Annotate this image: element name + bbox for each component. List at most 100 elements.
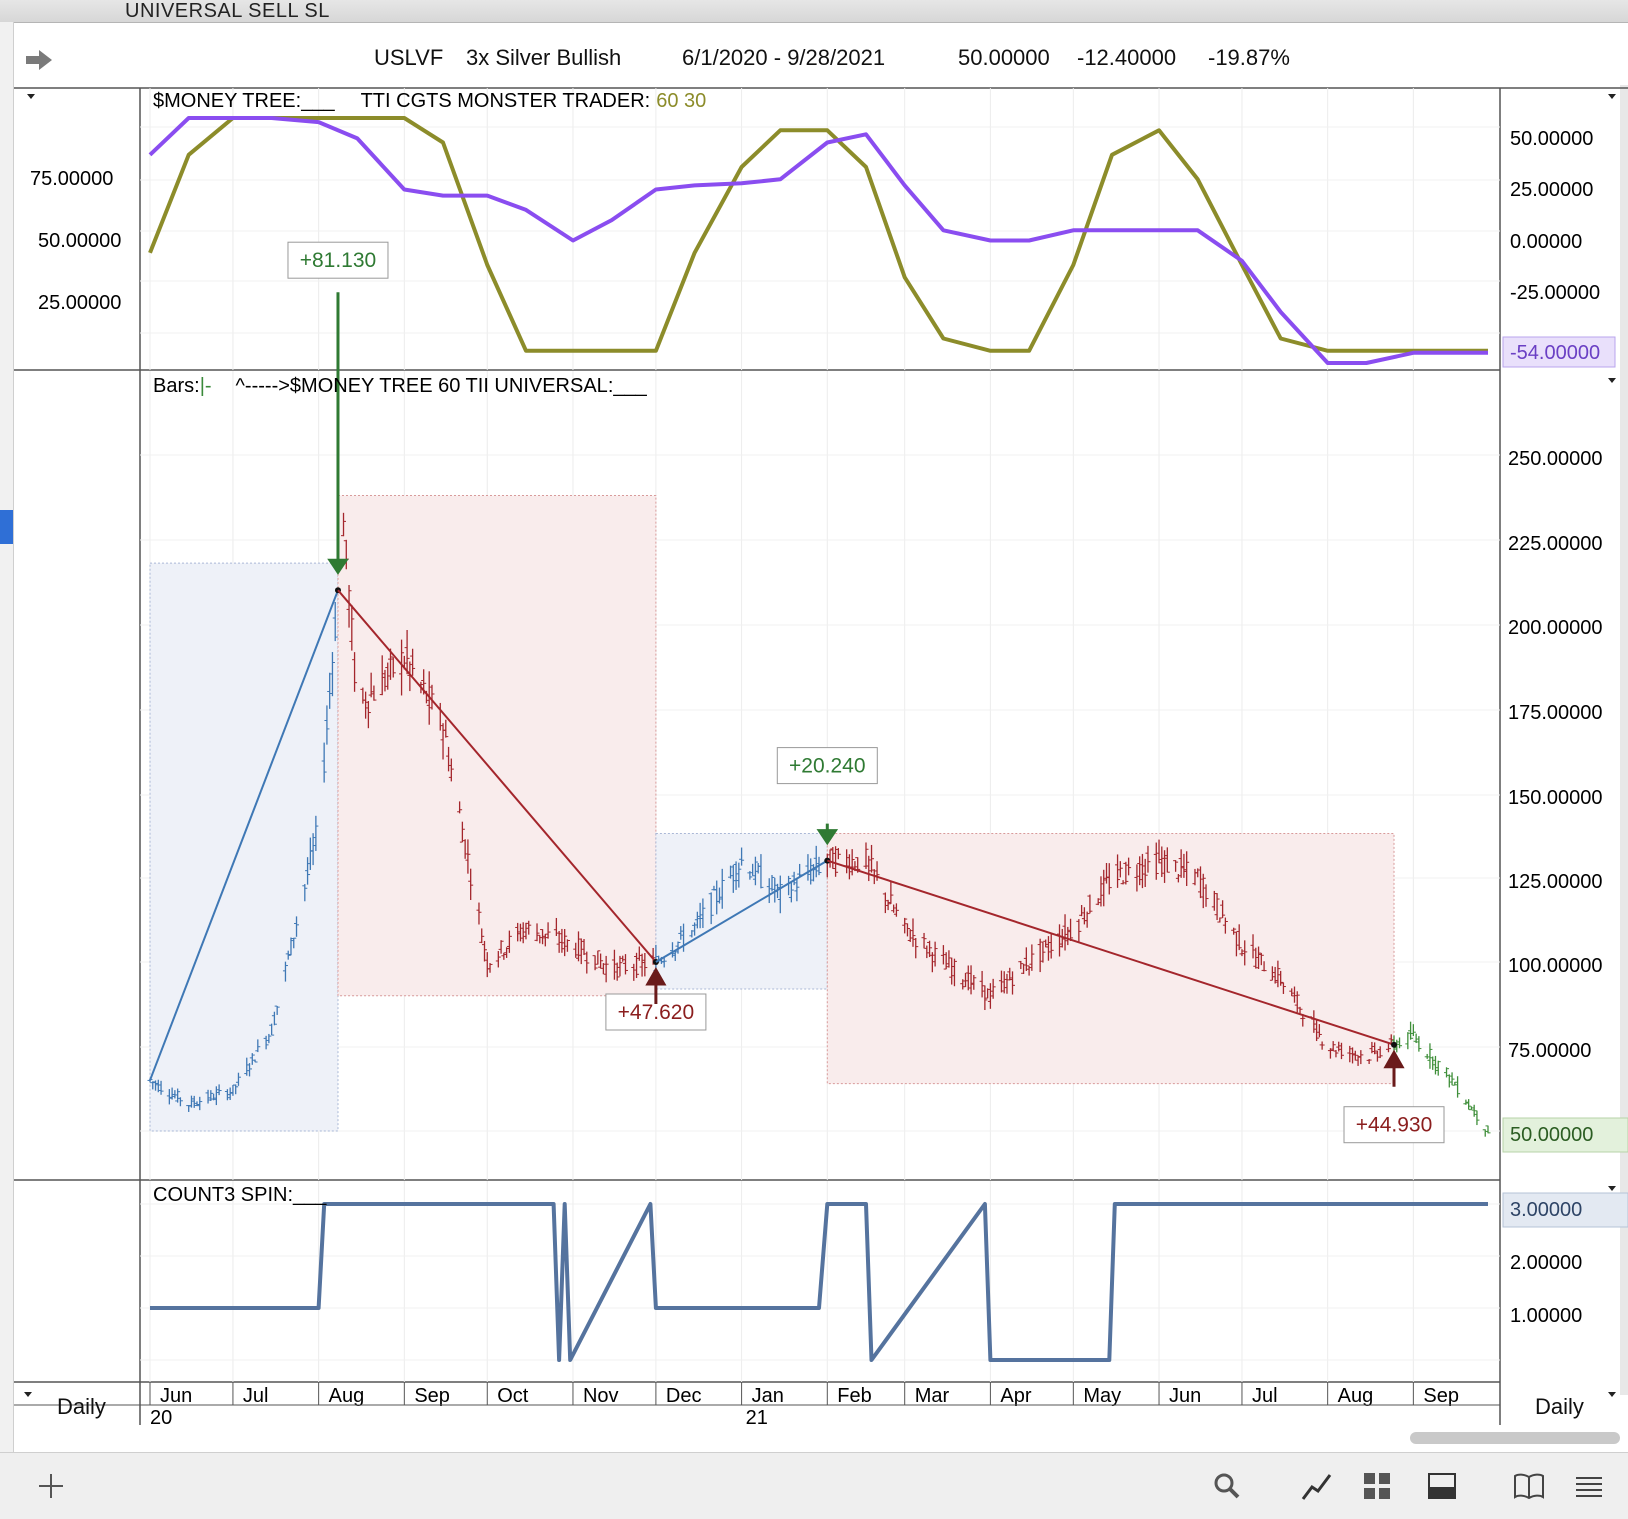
indicator-lines xyxy=(148,116,1488,365)
sell-arrow-icon xyxy=(327,292,349,575)
month-label: Apr xyxy=(1000,1385,1031,1407)
ind-left-tick-25: 25.00000 xyxy=(38,292,121,314)
spin-line-path xyxy=(150,1202,1488,1362)
money-tree-label: $MONEY TREE xyxy=(153,90,296,112)
ind-badge: -54.00000 xyxy=(1510,342,1600,364)
period-menu-icon[interactable] xyxy=(24,1392,32,1397)
month-label: Aug xyxy=(329,1385,365,1407)
price-tick-175: 175.00000 xyxy=(1508,702,1603,724)
monster-trader-colon: : xyxy=(645,90,651,112)
selected-indicator xyxy=(0,510,13,544)
price-badge: 50.00000 xyxy=(1510,1124,1593,1146)
ind-right-tick-m25: -25.00000 xyxy=(1510,282,1600,304)
month-label: Jul xyxy=(1252,1385,1278,1407)
trade-markers: +81.130 +47.620 +20.240 +44.930 xyxy=(287,241,1445,1144)
month-label: Jun xyxy=(1169,1385,1201,1407)
ind-left-tick-75: 75.00000 xyxy=(30,168,113,190)
trade-label: +47.620 xyxy=(618,1001,695,1024)
period-selector-right[interactable]: Daily xyxy=(1535,1394,1584,1419)
universal-suffix: :___ xyxy=(608,375,648,397)
svg-text:$MONEY TREE:___TTI CGTS MONSTE: $MONEY TREE:___ TTI CGTS MONSTER TRADER: 6… xyxy=(153,90,706,112)
price-tick-200: 200.00000 xyxy=(1508,617,1603,639)
line-chart-icon[interactable] xyxy=(1300,1469,1334,1503)
search-icon[interactable] xyxy=(1210,1469,1244,1503)
trade-label: +20.240 xyxy=(789,755,866,778)
horizontal-scrollbar[interactable] xyxy=(1410,1432,1620,1444)
buy-arrow-icon xyxy=(645,966,667,1004)
long-trade-line xyxy=(655,859,828,963)
monster-trader-params: 60 30 xyxy=(656,90,706,112)
short-trade-box xyxy=(826,833,1395,1085)
percent-change: -19.87% xyxy=(1208,45,1290,70)
ind-right-tick-50: 50.00000 xyxy=(1510,128,1593,150)
trade-lines xyxy=(149,587,1398,1081)
price-bars xyxy=(147,512,1491,1137)
window-titlebar: UNIVERSAL SELL SL xyxy=(0,0,1628,23)
svg-text:Bars:|-^----->$MONEY TREE 60 T: Bars:|- ^----->$MONEY TREE 60 TII UNIVERS… xyxy=(153,375,648,397)
trade-label-box xyxy=(287,241,389,279)
month-label: Jan xyxy=(752,1385,784,1407)
x-axis: Jun Jul Aug Sep Oct Nov Dec Jan Feb Mar Apr May Jun J… xyxy=(14,1382,1500,1429)
left-sidebar-strip xyxy=(0,22,14,1452)
panel-menu-icon[interactable] xyxy=(27,94,35,99)
right-scroll-strip[interactable] xyxy=(1620,85,1628,1395)
panel-layout-icon[interactable] xyxy=(1425,1469,1459,1503)
year-label: 20 xyxy=(150,1407,172,1429)
sell-arrow-icon xyxy=(816,823,839,846)
money-tree-line xyxy=(148,116,1488,365)
arrow-right-icon[interactable] xyxy=(24,47,54,73)
short-trade-line xyxy=(826,859,1395,1046)
panel-frames xyxy=(14,87,1628,1425)
month-label: Mar xyxy=(915,1385,950,1407)
spin-suffix: :___ xyxy=(287,1184,327,1206)
year-label: 21 xyxy=(746,1407,768,1429)
symbol: USLVF xyxy=(374,45,444,70)
price-tick-250: 250.00000 xyxy=(1508,448,1603,470)
price-tick-75: 75.00000 xyxy=(1508,1040,1591,1062)
month-label: Feb xyxy=(837,1385,871,1407)
chart-canvas[interactable]: +81.130 +47.620 +20.240 +44.930 $MONEY TREE… xyxy=(0,0,1628,1452)
period-selector-left[interactable]: Daily xyxy=(57,1394,106,1419)
month-label: Sep xyxy=(414,1385,450,1407)
panel-menu-icon-right[interactable] xyxy=(1608,94,1616,99)
price-panel-menu-icon[interactable] xyxy=(1608,378,1616,383)
symbol-name: 3x Silver Bullish xyxy=(466,45,622,70)
last-price: 50.00000 xyxy=(958,45,1050,70)
spin-tick-1: 1.00000 xyxy=(1510,1305,1582,1327)
price-tick-150: 150.00000 xyxy=(1508,787,1603,809)
spin-tick-2: 2.00000 xyxy=(1510,1252,1582,1274)
trade-label: +81.130 xyxy=(300,249,377,272)
month-label: Sep xyxy=(1423,1385,1459,1407)
long-trade-box xyxy=(149,562,339,1132)
month-label: Dec xyxy=(666,1385,702,1407)
ind-right-tick-0: 0.00000 xyxy=(1510,231,1582,253)
bottom-toolbar xyxy=(0,1452,1628,1519)
trade-label: +44.930 xyxy=(1356,1114,1433,1137)
price-change: -12.40000 xyxy=(1077,45,1177,70)
window-title: UNIVERSAL SELL SL xyxy=(125,0,330,22)
price-badge-bg xyxy=(1502,1117,1628,1153)
spin-badge-bg xyxy=(1502,1192,1628,1228)
month-label: Nov xyxy=(583,1385,619,1407)
spin-panel-menu-icon[interactable] xyxy=(1608,1186,1616,1191)
spin-line xyxy=(150,1202,1488,1362)
date-range: 6/1/2020 - 9/28/2021 xyxy=(682,45,886,70)
price-tick-100: 100.00000 xyxy=(1508,955,1603,977)
price-tick-125: 125.00000 xyxy=(1508,871,1603,893)
bars-label: Bars: xyxy=(153,375,200,397)
plus-icon[interactable] xyxy=(34,1469,68,1503)
bars-suffix: |- xyxy=(200,375,212,397)
menu-icon[interactable] xyxy=(1572,1469,1606,1503)
ind-left-tick-50: 50.00000 xyxy=(38,230,121,252)
short-trade-line xyxy=(337,589,657,963)
book-icon[interactable] xyxy=(1512,1469,1546,1503)
period-menu-icon-right[interactable] xyxy=(1608,1392,1616,1397)
month-label: Aug xyxy=(1338,1385,1374,1407)
quote-header: USLVF 3x Silver Bullish 6/1/2020 - 9/28/… xyxy=(14,35,1628,85)
money-tree-suffix: :___ xyxy=(296,90,336,112)
trade-label-box xyxy=(776,747,878,785)
long-trade-line xyxy=(149,589,339,1081)
month-label: Jul xyxy=(243,1385,269,1407)
grid-layout-icon[interactable] xyxy=(1360,1469,1394,1503)
price-tick-225: 225.00000 xyxy=(1508,533,1603,555)
